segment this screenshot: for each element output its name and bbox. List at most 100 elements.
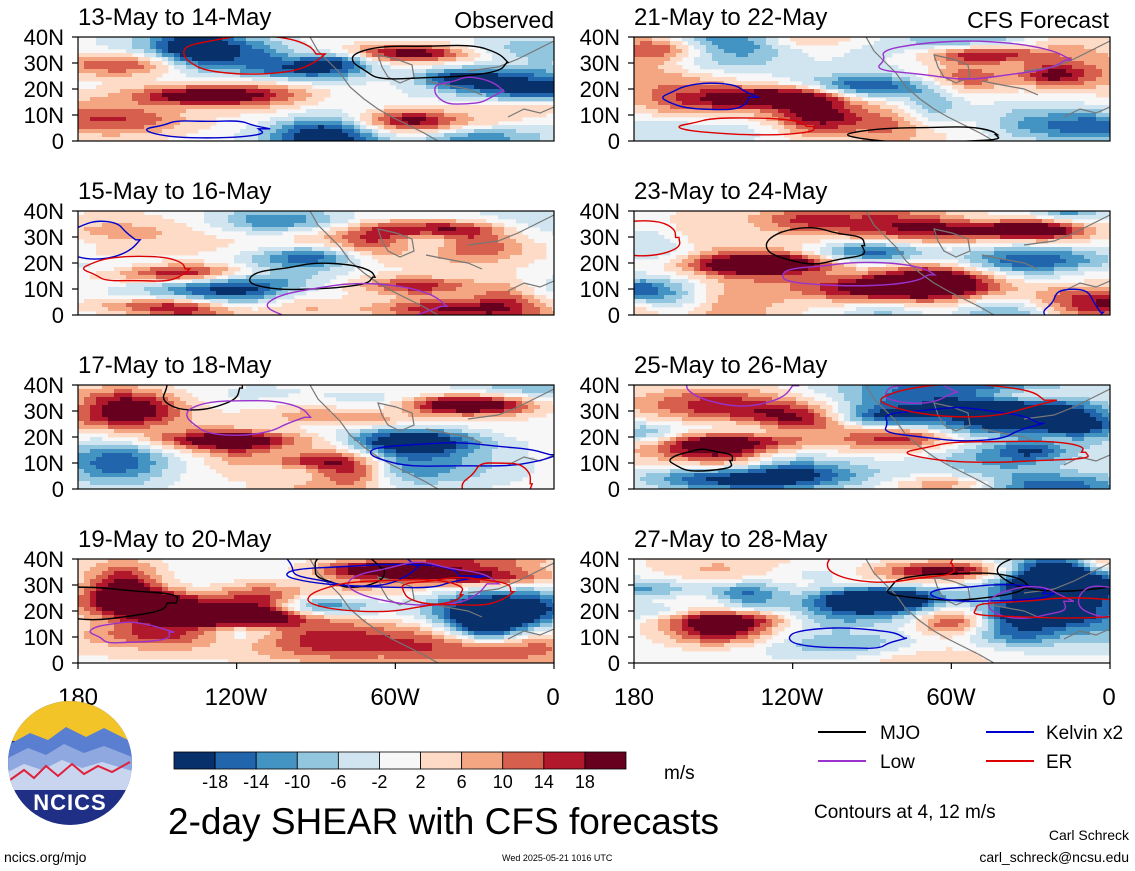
contour-line [351, 44, 510, 80]
contour-note: Contours at 4, 12 m/s [814, 802, 996, 823]
lat-tick-label: 10N [580, 277, 620, 302]
lat-tick-label: 10N [580, 103, 620, 128]
contour-line [884, 406, 1045, 442]
contour-line [884, 385, 959, 404]
contour-line [1043, 288, 1106, 315]
colorbar-label: -6 [330, 772, 346, 792]
lat-tick-label: 0 [52, 651, 64, 676]
lat-tick-label: 40N [24, 25, 64, 50]
lat-tick-label: 30N [24, 573, 64, 598]
coastline [309, 37, 554, 141]
colorbar-swatch [379, 751, 421, 770]
map-panel [72, 384, 555, 490]
contour-line [634, 220, 681, 257]
map-panel [72, 210, 555, 316]
lat-tick-label: 30N [24, 225, 64, 250]
legend-label: ER [1046, 752, 1072, 773]
coastline [865, 211, 1110, 315]
lat-tick-label: 10N [24, 625, 64, 650]
colorbar-label: 18 [575, 772, 595, 792]
map-panel [628, 210, 1111, 316]
colorbar-swatch [543, 751, 586, 770]
map-panel [72, 558, 555, 669]
lat-tick-label: 30N [24, 51, 64, 76]
lat-tick-label: 30N [580, 225, 620, 250]
units-label: m/s [664, 763, 695, 784]
contour-line [183, 37, 328, 75]
contour-line [669, 448, 734, 472]
contour-line [434, 76, 506, 105]
figure-title: 2-day SHEAR with CFS forecasts [168, 801, 719, 842]
footer-site: ncics.org/mjo [4, 849, 87, 865]
lat-tick-label: 40N [24, 547, 64, 572]
lat-tick-label: 10N [580, 625, 620, 650]
panel-group [72, 36, 1111, 669]
shear-field [634, 37, 1110, 141]
lon-tick-label: 60W [370, 684, 420, 711]
lat-tick-label: 40N [580, 25, 620, 50]
footer-email: carl_schreck@ncsu.edu [979, 849, 1129, 865]
ncics-logo: NCICS [8, 701, 132, 825]
contour-line [369, 442, 554, 467]
lon-tick-label: 60W [926, 684, 976, 711]
shear-field [634, 385, 1110, 489]
contour-line [248, 262, 377, 291]
lat-tick-label: 0 [608, 303, 620, 328]
map-panel [628, 558, 1111, 669]
lat-tick-label: 20N [580, 77, 620, 102]
lon-axis: 180 120W 60W 0 180 120W 60W 0 [58, 684, 1116, 711]
contour-line [401, 576, 516, 606]
colorbar-label: 6 [457, 772, 467, 792]
colorbar-swatch [337, 751, 380, 770]
contour-line [788, 627, 908, 649]
contour-line [765, 226, 866, 265]
contour-line [186, 399, 312, 436]
lat-tick-label: 20N [24, 251, 64, 276]
lat-tick-label: 10N [580, 451, 620, 476]
shear-field [78, 37, 554, 141]
contour-line [906, 440, 1089, 463]
contour-line [1077, 585, 1110, 618]
lat-tick-label: 0 [52, 303, 64, 328]
colorbar-swatch [255, 751, 298, 770]
contour-line [678, 117, 815, 136]
colorbar-swatch [502, 751, 545, 770]
coastline [865, 559, 1110, 663]
colorbar-label: -2 [371, 772, 387, 792]
lat-tick-label: 30N [580, 573, 620, 598]
contour-line [826, 559, 956, 583]
panel-title: 17-May to 18-May [78, 352, 271, 379]
colorbar-label: 10 [493, 772, 513, 792]
lat-axis-right: 40N 30N 20N 10N 0 40N 30N 20N 10N 0 40N … [580, 25, 620, 676]
contour-line [880, 385, 1058, 418]
colorbar-swatch [296, 751, 339, 770]
contour-line [929, 583, 1056, 602]
lon-tick-label: 120W [205, 684, 268, 711]
coastline [865, 385, 1110, 489]
shear-field [78, 559, 554, 663]
contour-line [89, 621, 175, 644]
colorbar-swatch [420, 751, 463, 770]
panel-title: 19-May to 20-May [78, 526, 271, 553]
colorbar-label: -18 [202, 772, 228, 792]
contour-line [162, 385, 244, 411]
panel-title: 15-May to 16-May [78, 178, 271, 205]
legend: MJO Kelvin x2 Low ER [818, 723, 1123, 773]
map-panel [628, 36, 1111, 142]
contour-line [461, 462, 534, 489]
map-panel [628, 384, 1111, 490]
lat-tick-label: 20N [24, 599, 64, 624]
lat-tick-label: 30N [24, 399, 64, 424]
colorbar-swatch [584, 751, 627, 770]
coastline [309, 211, 554, 315]
colorbar-swatch [461, 751, 504, 770]
lat-tick-label: 0 [52, 129, 64, 154]
lat-tick-label: 40N [24, 199, 64, 224]
colorbar-label: -14 [243, 772, 269, 792]
lon-tick-label: 0 [1102, 684, 1115, 711]
lon-tick-label: 0 [546, 684, 559, 711]
lat-tick-label: 10N [24, 103, 64, 128]
column-label-forecast: CFS Forecast [967, 7, 1109, 33]
panel-title: 13-May to 14-May [78, 4, 271, 31]
